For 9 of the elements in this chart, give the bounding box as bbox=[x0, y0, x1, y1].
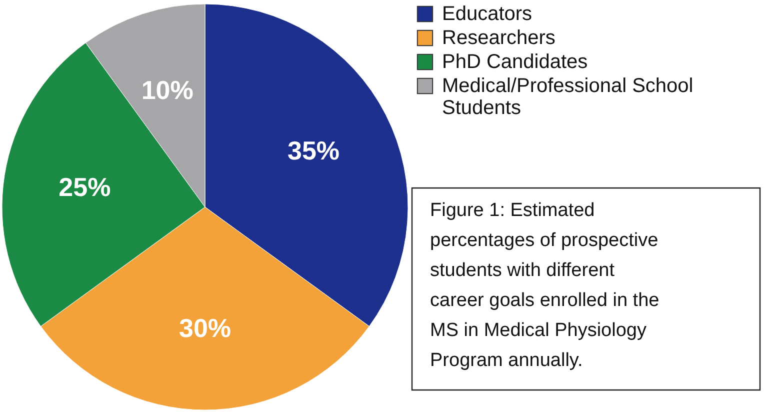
legend-label: Medical/Professional School Students bbox=[442, 75, 694, 119]
data-label: 35% bbox=[288, 136, 340, 166]
data-label: 30% bbox=[178, 312, 232, 343]
caption: Figure 1: Estimated percentages of prospective students with different career goals enrolled in the MS in Medical Physiology Program annually. bbox=[430, 200, 660, 371]
data-label: 25% bbox=[58, 172, 111, 202]
legend-label: Educators bbox=[442, 3, 532, 25]
legend-label: PhD Candidates bbox=[442, 51, 588, 73]
legend-label: Researchers bbox=[442, 27, 556, 49]
data-label: 10% bbox=[141, 75, 194, 106]
